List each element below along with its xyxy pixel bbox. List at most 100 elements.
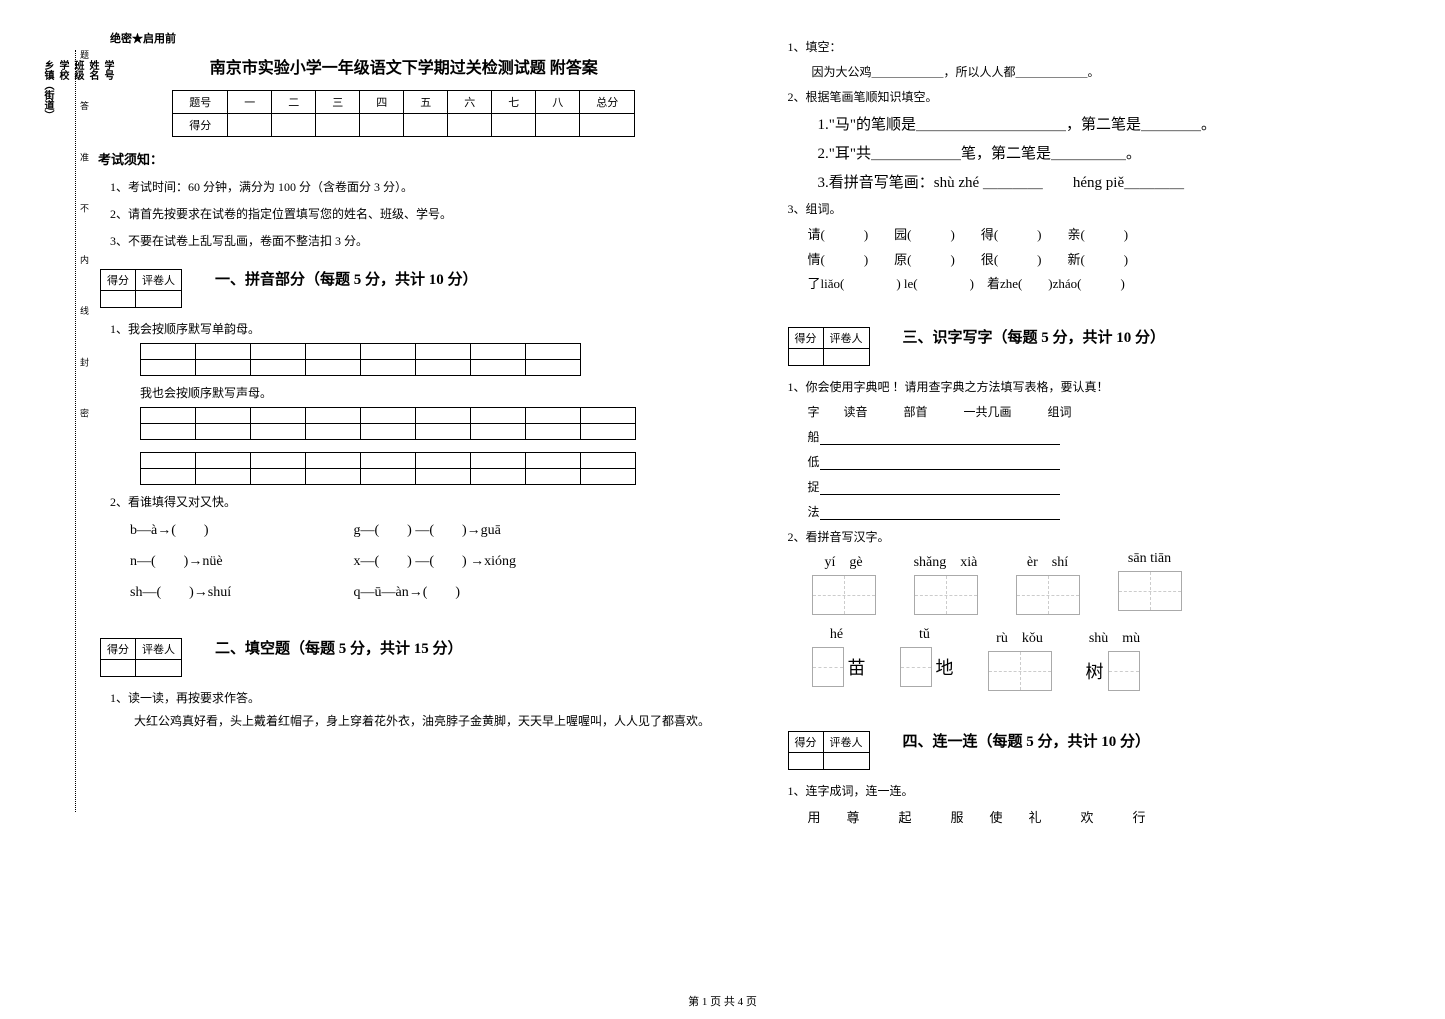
char-grid (812, 647, 844, 687)
pinyin-char-col: hé 苗 (808, 627, 866, 687)
score-header-row: 题号 一 二 三 四 五 六 七 八 总分 (173, 91, 635, 114)
s3-table-head: 字 读音 部首 一共几画 组词 (808, 403, 1406, 420)
page-footer: 第 1 页 共 4 页 (0, 993, 1445, 1009)
section-4-title: 四、连一连（每题 5 分，共计 10 分） (903, 721, 1151, 763)
score-col: 总分 (580, 91, 635, 114)
pinyin-label: hé (830, 627, 843, 643)
pinyin-item: g—( ) —( )→guā (354, 516, 501, 547)
pinyin-char-col: èr shí (1012, 551, 1084, 615)
s2-sub3: 3、组词。 (788, 200, 1406, 217)
initial-grid-2 (140, 452, 636, 485)
pinyin-char-col: sān tiān (1114, 551, 1186, 611)
score-col: 七 (492, 91, 536, 114)
score-row-label: 得分 (173, 114, 228, 137)
s2-q1: 1、读一读，再按要求作答。 (110, 689, 718, 706)
pinyin-char-col: yí gè (808, 551, 880, 615)
dict-row: 法 (808, 503, 1406, 520)
char-grid (1108, 651, 1140, 691)
char-grid (1118, 571, 1182, 611)
underline (820, 456, 1060, 470)
dict-char: 捉 (808, 480, 820, 494)
score-col: 二 (272, 91, 316, 114)
pinyin-item: b—à→( ) (130, 516, 350, 547)
s4-q1: 1、连字成词，连一连。 (788, 782, 1406, 799)
dict-row: 捉 (808, 478, 1406, 495)
score-table: 题号 一 二 三 四 五 六 七 八 总分 得分 (172, 90, 635, 137)
s2-sub2-1: 1."马"的笔顺是＿＿＿＿＿＿＿＿＿＿，第二笔是＿＿＿＿。 (818, 113, 1406, 134)
dict-row: 船 (808, 428, 1406, 445)
scorer-person: 评卷人 (823, 732, 869, 753)
s3-q1: 1、你会使用字典吧 ！请用查字典之方法填写表格，要认真！ (788, 378, 1406, 395)
pinyin-label: tǔ (919, 627, 930, 643)
pinyin-char-col: shǎng xià (910, 551, 982, 615)
char-grid (812, 575, 876, 615)
s2-sub1-text: 因为大公鸡＿＿＿＿＿＿，所以人人都＿＿＿＿＿＿。 (788, 63, 1406, 80)
right-column: 1、填空： 因为大公鸡＿＿＿＿＿＿，所以人人都＿＿＿＿＿＿。 2、根据笔画笔顺知… (778, 30, 1406, 832)
notice-item: 3、不要在试卷上乱写乱画，卷面不整洁扣 3 分。 (110, 232, 718, 249)
underline (820, 506, 1060, 520)
char-grid (914, 575, 978, 615)
dict-char: 低 (808, 455, 820, 469)
notice-title: 考试须知： (98, 149, 718, 168)
single-vowel-grid (140, 343, 581, 376)
s2-sub1: 1、填空： (788, 38, 1406, 55)
pinyin-label: sān tiān (1128, 551, 1171, 567)
char-grid (900, 647, 932, 687)
fixed-char: 地 (936, 654, 954, 680)
score-col: 四 (360, 91, 404, 114)
pinyin-label: èr shí (1027, 551, 1068, 571)
pinyin-label: yí gè (824, 551, 862, 571)
scorer-person: 评卷人 (823, 328, 869, 349)
scorer-box: 得分 评卷人 (788, 731, 870, 770)
s2-sub2-3: 3.看拼音写笔画：shù zhé ＿＿＿＿ héng piě＿＿＿＿ (818, 171, 1406, 192)
scorer-score: 得分 (788, 328, 823, 349)
binding-label: 乡镇（街道） (40, 60, 55, 960)
left-column: 绝密★启用前 南京市实验小学一年级语文下学期过关检测试题 附答案 题号 一 二 … (90, 30, 718, 832)
score-col: 六 (448, 91, 492, 114)
dict-row: 低 (808, 453, 1406, 470)
pinyin-label: shù mù (1089, 627, 1140, 647)
pinyin-char-row-2: hé 苗 tǔ 地 rù kǒu (808, 627, 1406, 691)
binding-label: 学校 (55, 60, 70, 960)
s1-q1: 1、我会按顺序默写单韵母。 (110, 320, 718, 337)
score-value-row: 得分 (173, 114, 635, 137)
s3-q2: 2、看拼音写汉字。 (788, 528, 1406, 545)
pinyin-label: rù kǒu (996, 627, 1043, 647)
word-row: 了liǎo( ) le( ) 着zhe( )zháo( ) (808, 272, 1406, 297)
score-col: 八 (536, 91, 580, 114)
scorer-person: 评卷人 (136, 270, 182, 291)
s1-q2: 2、看谁填得又对又快。 (110, 493, 718, 510)
word-row: 情( ) 原( ) 很( ) 新( ) (808, 248, 1406, 273)
underline (820, 481, 1060, 495)
char-grid (1016, 575, 1080, 615)
pinyin-char-col: tǔ 地 (896, 627, 954, 687)
s1-q1b: 我也会按顺序默写声母。 (140, 384, 718, 401)
binding-label: 学号 (100, 60, 115, 960)
s2-sub2-2: 2."耳"共＿＿＿＿＿＿笔，第二笔是＿＿＿＿＿。 (818, 142, 1406, 163)
score-col: 题号 (173, 91, 228, 114)
section-3-title: 三、识字写字（每题 5 分，共计 10 分） (903, 317, 1166, 359)
dotted-line (75, 50, 76, 812)
pinyin-label: shǎng xià (914, 551, 978, 571)
scorer-score: 得分 (788, 732, 823, 753)
underline (820, 431, 1060, 445)
scorer-box: 得分 评卷人 (788, 327, 870, 366)
pinyin-fill-row: sh—( )→shuí q—ū—àn→( ) (130, 578, 718, 609)
s2-q1-text: 大红公鸡真好看，头上戴着红帽子，身上穿着花外衣，油亮脖子金黄脚，天天早上喔喔叫，… (110, 712, 718, 729)
pinyin-char-col: rù kǒu (984, 627, 1056, 691)
pinyin-fill-row: b—à→( ) g—( ) —( )→guā (130, 516, 718, 547)
pinyin-item: n—( )→nüè (130, 547, 350, 578)
section-1-title: 一、拼音部分（每题 5 分，共计 10 分） (215, 259, 478, 301)
dict-char: 法 (808, 505, 820, 519)
initial-grid-1 (140, 407, 636, 440)
word-row: 请( ) 园( ) 得( ) 亲( ) (808, 223, 1406, 248)
page-title: 南京市实验小学一年级语文下学期过关检测试题 附答案 (90, 54, 718, 78)
notice-item: 1、考试时间：60 分钟，满分为 100 分（含卷面分 3 分）。 (110, 178, 718, 195)
s4-chars: 用 尊 起 服 使 礼 欢 行 (808, 807, 1406, 826)
secrecy-label: 绝密★启用前 (110, 30, 718, 46)
pinyin-char-col: shù mù 树 (1086, 627, 1144, 691)
pinyin-fill-row: n—( )→nüè x—( ) —( ) →xióng (130, 547, 718, 578)
fixed-char: 树 (1086, 658, 1104, 684)
dict-char: 船 (808, 430, 820, 444)
fixed-char: 苗 (848, 654, 866, 680)
